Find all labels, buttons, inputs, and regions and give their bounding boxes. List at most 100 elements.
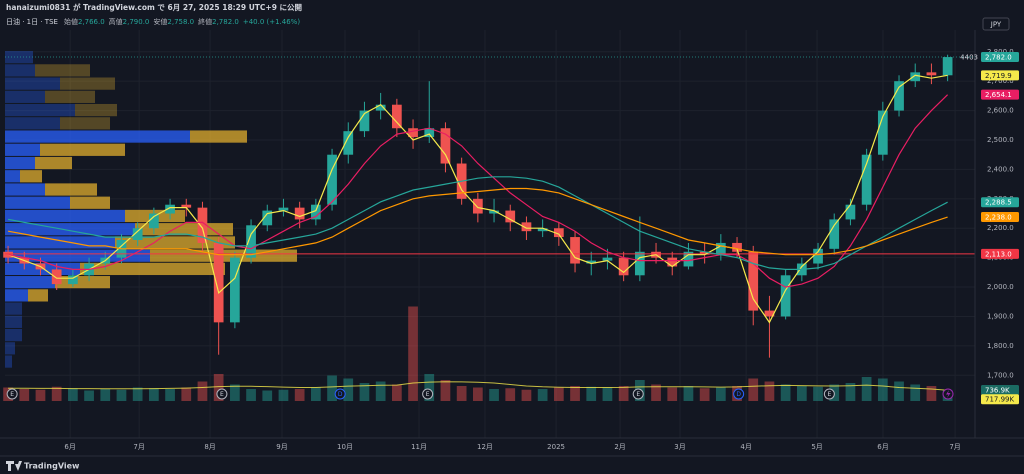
volume-bar bbox=[456, 386, 467, 401]
x-tick-label: 7月 bbox=[949, 443, 960, 451]
profile-up-bar bbox=[5, 328, 22, 342]
volume-bar bbox=[796, 386, 807, 401]
candle-body bbox=[553, 228, 564, 238]
price-tag bbox=[981, 89, 1019, 100]
volume-bar bbox=[165, 389, 175, 401]
candle-body bbox=[278, 207, 289, 211]
x-tick-label: 2月 bbox=[614, 443, 625, 451]
volume-bar bbox=[246, 389, 256, 401]
volume-bar bbox=[311, 387, 321, 401]
volume-bar bbox=[262, 390, 273, 401]
volume-bar bbox=[213, 374, 224, 401]
profile-up-bar bbox=[5, 143, 40, 156]
quote-name: 安値 bbox=[153, 17, 167, 26]
profile-down-bar bbox=[80, 262, 225, 276]
symbol: 日油 · 1日 · TSE bbox=[6, 17, 58, 26]
volume-bar bbox=[910, 384, 921, 401]
candle-body bbox=[748, 251, 759, 311]
event-marker bbox=[733, 388, 745, 400]
quote-value: 2,790.0 bbox=[123, 18, 150, 26]
candle-body bbox=[424, 128, 435, 138]
price-tag bbox=[981, 52, 1019, 63]
price-tag bbox=[981, 394, 1019, 405]
volume-bar bbox=[748, 378, 759, 401]
profile-down-bar bbox=[190, 130, 247, 143]
volume-bar bbox=[845, 383, 856, 401]
volume-bar bbox=[651, 384, 661, 401]
y-tick-label: 1,700.0 bbox=[987, 371, 1014, 379]
profile-up-bar bbox=[5, 64, 35, 77]
y-tick-label: 2,600.0 bbox=[987, 107, 1014, 115]
volume-bar bbox=[149, 388, 159, 401]
profile-up-bar bbox=[5, 209, 125, 223]
volume-bar bbox=[618, 386, 629, 401]
candle-body bbox=[570, 237, 580, 264]
price-tag-label: 2,719.9 bbox=[985, 72, 1012, 80]
y-tick-label: 2,400.0 bbox=[987, 165, 1014, 173]
price-tag-label: 2,654.1 bbox=[985, 91, 1012, 99]
volume-bar bbox=[116, 389, 127, 401]
profile-up-bar bbox=[5, 117, 60, 130]
candle-body bbox=[683, 251, 694, 267]
volume-bar bbox=[278, 389, 289, 401]
candle-body bbox=[521, 222, 532, 232]
event-label: E bbox=[636, 391, 640, 398]
volume-bar bbox=[586, 386, 597, 401]
y-tick-label: 2,000.0 bbox=[987, 283, 1014, 291]
candle-body bbox=[667, 257, 678, 267]
candle-body bbox=[213, 242, 224, 323]
profile-down-bar bbox=[35, 64, 90, 77]
event-label: E bbox=[220, 391, 224, 398]
volume-bar bbox=[505, 388, 516, 401]
candle-body bbox=[813, 248, 823, 264]
volume-bar bbox=[327, 375, 337, 401]
profile-down-bar bbox=[20, 170, 42, 183]
candle-body bbox=[149, 213, 159, 229]
ma-line bbox=[7, 187, 948, 256]
y-tick-label: 2,800.0 bbox=[987, 48, 1014, 56]
candle-body bbox=[780, 275, 791, 317]
candle-body bbox=[68, 275, 78, 285]
volume-bar bbox=[424, 374, 435, 401]
candle-body bbox=[764, 310, 775, 317]
volume-bar bbox=[780, 384, 791, 401]
candle-body bbox=[375, 104, 386, 111]
profile-up-bar bbox=[5, 103, 75, 117]
candle-body bbox=[343, 131, 354, 155]
x-tick-label: 9月 bbox=[276, 443, 287, 451]
volume-bar bbox=[699, 388, 710, 401]
candle-body bbox=[634, 251, 645, 276]
currency: JPY bbox=[990, 21, 1002, 29]
quote-value: 2,782.0 bbox=[212, 18, 239, 26]
profile-down-bar bbox=[35, 156, 72, 170]
quote-name: 終値 bbox=[198, 17, 212, 26]
x-tick-label: 2025 bbox=[547, 443, 565, 451]
volume-bar bbox=[537, 389, 548, 401]
candle-body bbox=[472, 198, 483, 214]
price-tag bbox=[981, 212, 1019, 223]
volume-bar bbox=[19, 389, 30, 401]
lightning-icon bbox=[946, 390, 951, 398]
event-marker bbox=[6, 388, 18, 400]
x-tick-label: 10月 bbox=[337, 443, 353, 451]
x-tick-label: 3月 bbox=[674, 443, 685, 451]
profile-up-bar bbox=[5, 90, 45, 103]
volume-bar bbox=[570, 386, 580, 401]
candle-body bbox=[942, 57, 953, 76]
quote-line: 日油 · 1日 · TSE 始値2,766.0 高値2,790.0 安値2,758.0… bbox=[6, 17, 300, 26]
event-marker bbox=[422, 388, 434, 400]
price-tag-label: 2,288.5 bbox=[985, 199, 1012, 207]
x-tick-label: 5月 bbox=[811, 443, 822, 451]
event-marker bbox=[334, 388, 346, 400]
volume-bar bbox=[181, 387, 192, 401]
profile-up-bar bbox=[5, 170, 20, 183]
candle-body bbox=[602, 257, 613, 261]
profile-up-bar bbox=[5, 315, 22, 328]
profile-down-bar bbox=[75, 103, 117, 117]
event-marker bbox=[823, 388, 835, 400]
symbol-code: 4403 bbox=[960, 54, 978, 62]
brand-logo bbox=[6, 461, 22, 471]
price-tag-label: 736.9K bbox=[985, 386, 1010, 394]
ma-line bbox=[7, 176, 948, 270]
